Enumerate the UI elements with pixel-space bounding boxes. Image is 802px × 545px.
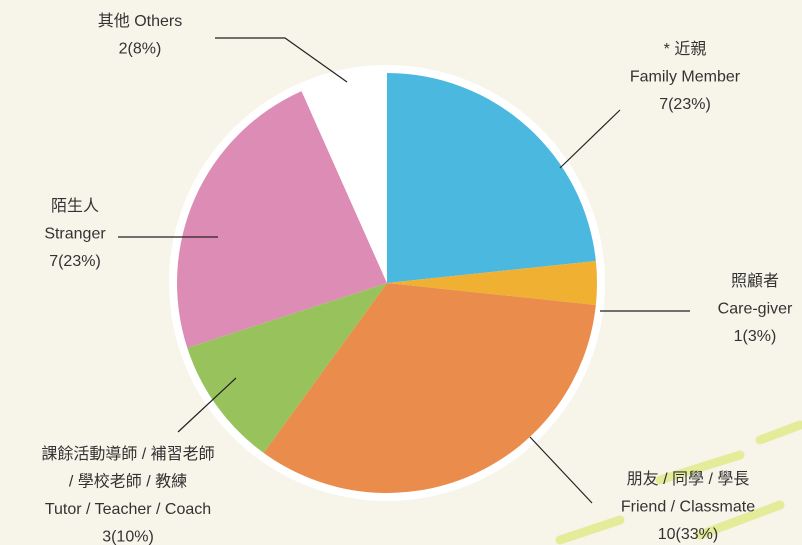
slice-label: Tutor / Teacher / Coach [45, 501, 211, 518]
pie-slice [263, 283, 596, 494]
pie-slice [301, 73, 387, 283]
slice-label: 照顧者 [731, 272, 779, 290]
slice-label: Care-giver [718, 301, 793, 318]
value-label: 10(33%) [658, 526, 718, 543]
value-label: 7(23%) [659, 96, 711, 113]
slice-label: Friend / Classmate [621, 499, 755, 516]
slice-label: Stranger [44, 226, 106, 243]
value-label: 1(3%) [734, 328, 777, 345]
leader-line [215, 37, 348, 83]
pie-slice [387, 261, 597, 305]
slice-label: Family Member [630, 69, 741, 86]
slice-label: * 近親 [664, 40, 707, 58]
leader-line [177, 377, 237, 433]
leader-line [529, 436, 593, 504]
pie-slice [177, 91, 387, 348]
slice-label: 朋友 / 同學 / 學長 [627, 470, 750, 488]
value-label: 3(10%) [102, 529, 154, 545]
pie-slice [187, 283, 387, 453]
slice-label: 課餘活動導師 / 補習老師 [41, 444, 214, 463]
leader-line [559, 109, 621, 169]
slice-label: / 學校老師 / 教練 [69, 473, 187, 491]
value-label: 2(8%) [119, 41, 162, 58]
slice-label: 陌生人 [51, 197, 99, 215]
pie-slice [387, 73, 596, 283]
slice-label: 其他 Others [98, 12, 182, 30]
value-label: 7(23%) [49, 253, 101, 270]
decoration [555, 420, 802, 545]
